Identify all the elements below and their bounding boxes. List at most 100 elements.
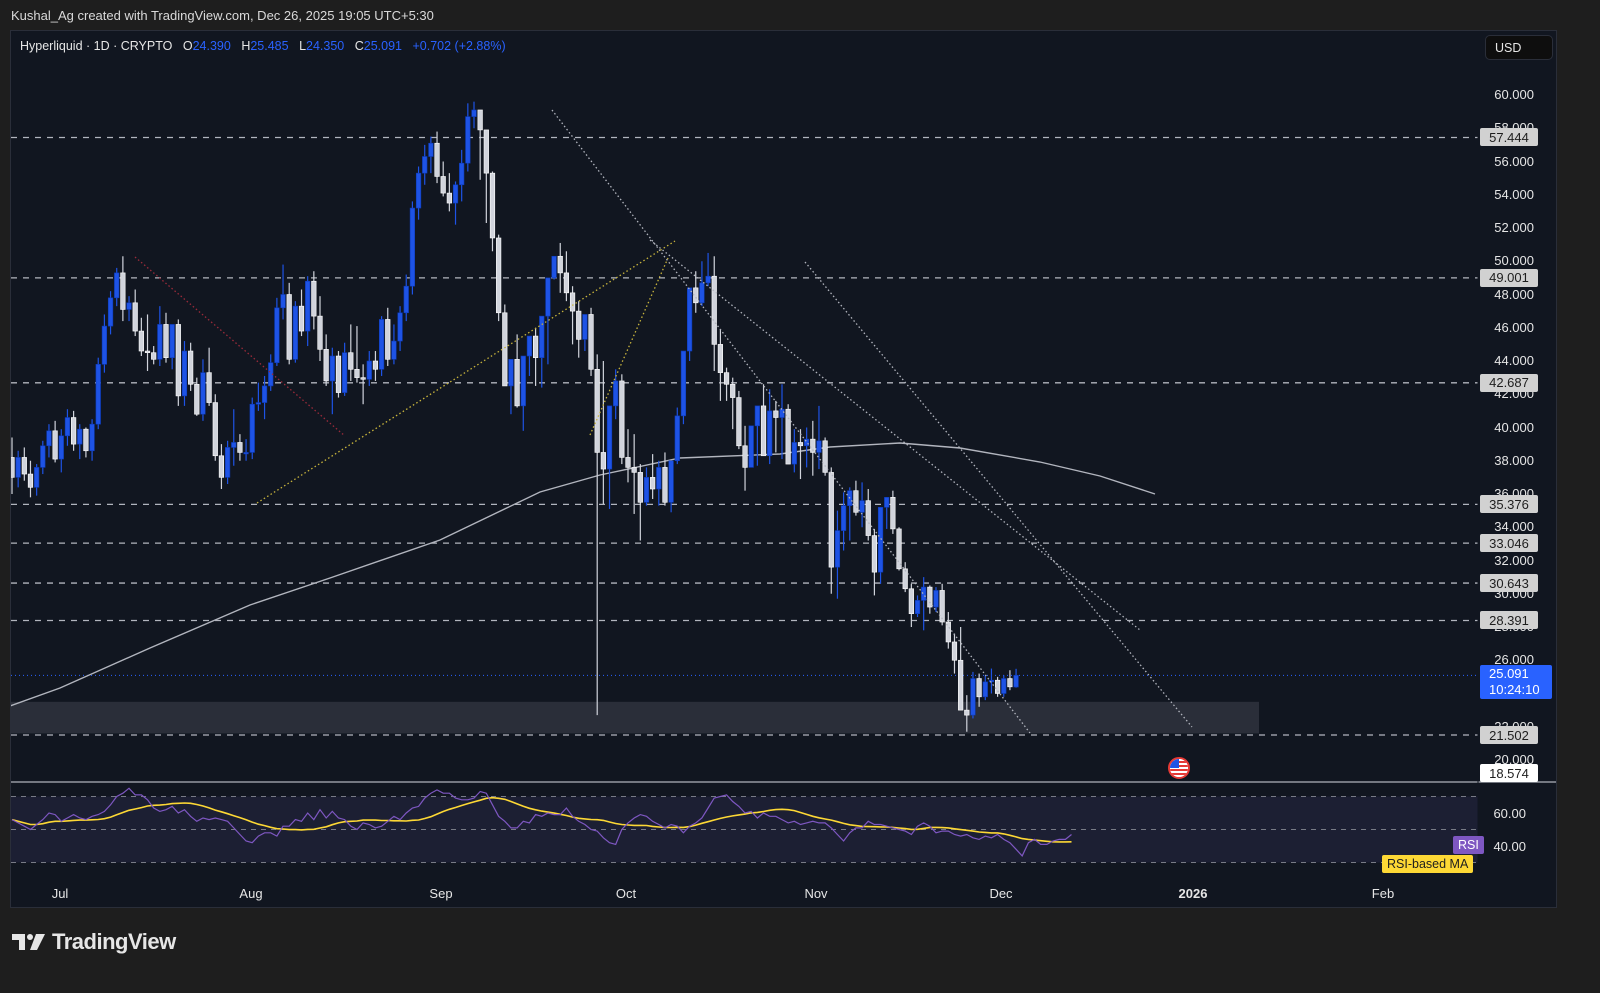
candle-bearish — [348, 352, 354, 370]
candle-bullish — [754, 405, 760, 427]
candle-bullish — [933, 590, 939, 608]
candle-bullish — [46, 430, 52, 447]
candle-bullish — [200, 372, 206, 415]
candle-bullish — [397, 312, 403, 342]
candle-bearish — [588, 314, 594, 370]
candle-bullish — [95, 364, 101, 425]
candle-bearish — [637, 472, 643, 503]
candle-bearish — [218, 455, 225, 478]
candle-bearish — [489, 172, 496, 239]
scale-bottom-tag: 18.574 — [1480, 764, 1538, 782]
candle-bearish — [723, 372, 730, 385]
candle-bearish — [828, 472, 834, 568]
candle-bearish — [736, 397, 742, 447]
candle-bearish — [532, 335, 539, 358]
candle-bearish — [730, 383, 736, 398]
close-value: 25.091 — [363, 39, 402, 53]
price-tick: 46.000 — [1494, 319, 1534, 335]
level-price-tag: 28.391 — [1480, 611, 1538, 630]
candle-bullish — [921, 586, 927, 601]
candle-bullish — [391, 340, 397, 360]
price-tick: 44.000 — [1494, 353, 1534, 368]
candle-bullish — [1013, 675, 1019, 688]
level-price-tag: 30.643 — [1480, 574, 1538, 593]
candle-bearish — [385, 319, 391, 360]
candle-bullish — [748, 425, 754, 468]
trendline — [804, 261, 1193, 728]
candle-bearish — [557, 255, 563, 274]
level-price-tag: 42.687 — [1480, 373, 1538, 392]
candle-bullish — [422, 156, 428, 174]
candle-bearish — [927, 586, 933, 608]
brand-name: TradingView — [52, 929, 176, 954]
candle-bearish — [569, 292, 576, 312]
rsi-label-tag: RSI — [1453, 836, 1484, 854]
candle-bullish — [34, 467, 40, 488]
candle-bullish — [157, 324, 163, 360]
candle-bearish — [1007, 678, 1013, 688]
candle-bullish — [970, 678, 976, 716]
candle-bearish — [11, 457, 15, 478]
candle-bearish — [958, 659, 964, 711]
candle-bearish — [890, 497, 896, 530]
candle-bullish — [452, 184, 459, 204]
currency-button[interactable]: USD — [1485, 35, 1553, 60]
candle-bullish — [231, 442, 237, 448]
us-economic-event-icon[interactable] — [1168, 757, 1190, 779]
candle-bearish — [853, 490, 859, 513]
time-tick: 2026 — [1178, 886, 1208, 901]
bar-countdown: 10:24:10 — [1489, 682, 1540, 697]
rsi-tick-60: 60.00 — [1493, 806, 1526, 821]
rsi-tick-40: 40.00 — [1493, 839, 1526, 854]
candle-bearish — [360, 377, 366, 380]
candle-bullish — [342, 352, 348, 393]
candle-bearish — [286, 294, 292, 360]
candle-bearish — [163, 324, 169, 358]
candle-bullish — [508, 359, 514, 387]
candle-bearish — [194, 383, 200, 415]
trendline — [589, 257, 669, 436]
candle-bearish — [298, 305, 305, 332]
price-tick: 20.000 — [1494, 752, 1534, 767]
candle-bullish — [680, 350, 687, 417]
candle-bullish — [914, 600, 921, 615]
candle-bearish — [662, 467, 668, 503]
candle-bearish — [354, 369, 360, 378]
price-tick: 60.000 — [1494, 87, 1534, 102]
tradingview-logo[interactable]: TradingView — [12, 929, 176, 955]
candle-bullish — [791, 442, 797, 465]
candle-bearish — [21, 457, 27, 475]
candle-bullish — [305, 280, 311, 332]
candle-bearish — [902, 568, 908, 590]
candle-bullish — [280, 294, 286, 309]
candle-bullish — [582, 314, 588, 340]
candle-bullish — [249, 403, 255, 453]
candle-bearish — [871, 535, 877, 573]
open-value: 24.390 — [192, 39, 231, 53]
candle-bearish — [311, 280, 317, 317]
high-value: 25.485 — [250, 39, 289, 53]
moving-average-line — [11, 442, 1156, 707]
candle-bullish — [58, 435, 64, 460]
price-tick: 54.000 — [1494, 186, 1534, 202]
low-value: 24.350 — [306, 39, 345, 53]
symbol-name[interactable]: Hyperliquid · 1D · CRYPTO — [20, 39, 173, 53]
rsi-ma-label-tag: RSI-based MA — [1382, 855, 1474, 873]
candle-bearish — [138, 330, 144, 352]
price-tick: 26.000 — [1494, 652, 1534, 668]
candle-bearish — [822, 440, 828, 473]
candle-bearish — [372, 360, 379, 370]
candle-bullish — [366, 360, 372, 380]
candle-bearish — [477, 109, 483, 131]
candle-bearish — [83, 428, 89, 452]
candle-bullish — [877, 506, 884, 573]
candle-bullish — [274, 307, 280, 363]
chart-frame[interactable] — [10, 30, 1557, 908]
candle-bearish — [760, 405, 767, 457]
candle-bearish — [563, 272, 569, 294]
trendline — [649, 239, 1141, 631]
candle-bearish — [619, 380, 625, 458]
time-tick: Sep — [429, 886, 453, 901]
candle-bullish — [767, 410, 773, 457]
